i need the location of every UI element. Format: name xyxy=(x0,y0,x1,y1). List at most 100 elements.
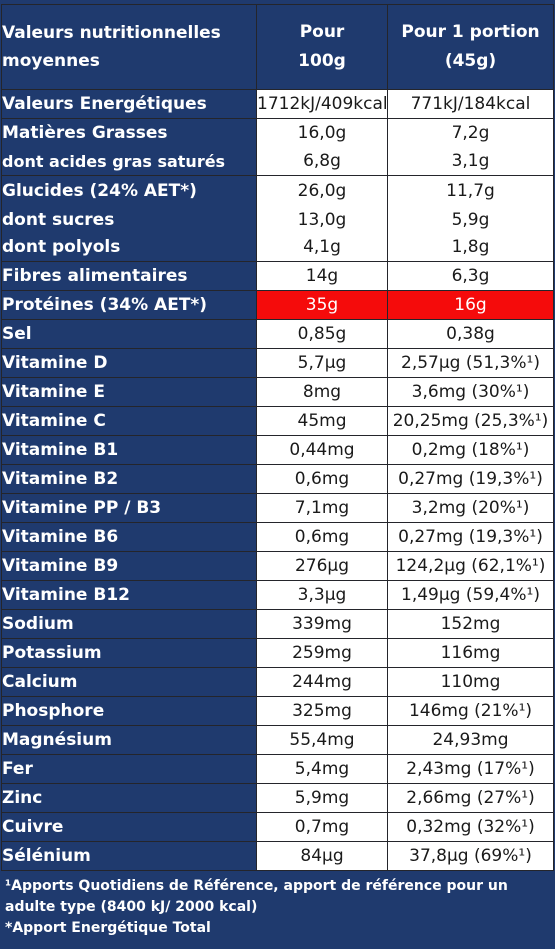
value-per-portion: 3,6mg (30%¹) xyxy=(387,377,554,407)
nutrient-label: Protéines (34% AET*) xyxy=(1,290,257,320)
value-per-portion: 0,27mg (19,3%¹) xyxy=(387,522,554,552)
value-per-portion: 7,2g xyxy=(387,118,554,148)
header-portion-line2: (45g) xyxy=(444,51,497,71)
table-row: Phosphore 325mg 146mg (21%¹) xyxy=(1,696,554,726)
value-per-portion: 146mg (21%¹) xyxy=(387,696,554,726)
table-row: Vitamine C 45mg 20,25mg (25,3%¹) xyxy=(1,406,554,436)
nutrient-label: Vitamine B1 xyxy=(1,435,257,465)
nutrient-label: Sel xyxy=(1,319,257,349)
table-row: Vitamine E 8mg 3,6mg (30%¹) xyxy=(1,377,554,407)
table-row: Vitamine D 5,7µg 2,57µg (51,3%¹) xyxy=(1,348,554,378)
nutrient-label: Vitamine D xyxy=(1,348,257,378)
table-row: Cuivre 0,7mg 0,32mg (32%¹) xyxy=(1,812,554,842)
value-per-100g: 84µg xyxy=(256,841,388,871)
table-row: Zinc 5,9mg 2,66mg (27%¹) xyxy=(1,783,554,813)
table-row: Sel 0,85g 0,38g xyxy=(1,319,554,349)
value-per-100g: 14g xyxy=(256,261,388,291)
value-per-portion: 1,49µg (59,4%¹) xyxy=(387,580,554,610)
nutrient-label: Phosphore xyxy=(1,696,257,726)
nutrient-label: Magnésium xyxy=(1,725,257,755)
value-per-portion: 2,57µg (51,3%¹) xyxy=(387,348,554,378)
table-header-row: Valeurs nutritionnelles moyennes Pour 10… xyxy=(1,4,554,90)
value-per-portion: 5,9g xyxy=(387,205,554,234)
nutrient-label: Matières Grasses xyxy=(1,118,257,148)
nutrient-label: Potassium xyxy=(1,638,257,668)
value-per-portion: 3,2mg (20%¹) xyxy=(387,493,554,523)
value-per-portion: 16g xyxy=(387,290,554,320)
header-per100-line1: Pour xyxy=(299,22,345,42)
value-per-100g: 276µg xyxy=(256,551,388,581)
nutrition-table: Valeurs nutritionnelles moyennes Pour 10… xyxy=(1,4,554,871)
table-row: Matières Grasses 16,0g 7,2g xyxy=(1,118,554,148)
value-per-100g: 16,0g xyxy=(256,118,388,148)
value-per-portion: 11,7g xyxy=(387,175,554,206)
table-row: dont polyols 4,1g 1,8g xyxy=(1,233,554,262)
value-per-100g: 3,3µg xyxy=(256,580,388,610)
value-per-100g: 244mg xyxy=(256,667,388,697)
nutrient-label: Glucides (24% AET*) xyxy=(1,175,257,206)
value-per-100g: 0,6mg xyxy=(256,464,388,494)
table-row: Protéines (34% AET*) 35g 16g xyxy=(1,290,554,320)
value-per-100g: 5,9mg xyxy=(256,783,388,813)
header-label-cell: Valeurs nutritionnelles moyennes xyxy=(1,4,257,90)
table-row: dont acides gras saturés 6,8g 3,1g xyxy=(1,147,554,176)
value-per-portion: 2,66mg (27%¹) xyxy=(387,783,554,813)
nutrient-label: Sodium xyxy=(1,609,257,639)
table-row: Vitamine B9 276µg 124,2µg (62,1%¹) xyxy=(1,551,554,581)
header-portion-line1: Pour 1 portion xyxy=(401,22,540,42)
value-per-100g: 7,1mg xyxy=(256,493,388,523)
value-per-100g: 13,0g xyxy=(256,205,388,234)
nutrient-label: Vitamine B12 xyxy=(1,580,257,610)
value-per-portion: 0,2mg (18%¹) xyxy=(387,435,554,465)
value-per-100g: 1712kJ/409kcal xyxy=(256,89,388,119)
table-row: Potassium 259mg 116mg xyxy=(1,638,554,668)
footnote-aet: *Apport Energétique Total xyxy=(5,920,211,936)
value-per-portion: 24,93mg xyxy=(387,725,554,755)
value-per-portion: 152mg xyxy=(387,609,554,639)
value-per-100g: 6,8g xyxy=(256,147,388,176)
table-row: Valeurs Energétiques 1712kJ/409kcal 771kJ/… xyxy=(1,89,554,119)
nutrient-label: Vitamine C xyxy=(1,406,257,436)
value-per-portion: 2,43mg (17%¹) xyxy=(387,754,554,784)
value-per-100g: 0,85g xyxy=(256,319,388,349)
value-per-100g: 45mg xyxy=(256,406,388,436)
value-per-portion: 124,2µg (62,1%¹) xyxy=(387,551,554,581)
value-per-100g: 339mg xyxy=(256,609,388,639)
table-row: Calcium 244mg 110mg xyxy=(1,667,554,697)
table-row: Vitamine B2 0,6mg 0,27mg (19,3%¹) xyxy=(1,464,554,494)
table-row: dont sucres 13,0g 5,9g xyxy=(1,205,554,234)
header-portion-cell: Pour 1 portion (45g) xyxy=(387,4,554,90)
nutrient-label: Fibres alimentaires xyxy=(1,261,257,291)
table-row: Fibres alimentaires 14g 6,3g xyxy=(1,261,554,291)
header-per100-cell: Pour 100g xyxy=(256,4,388,90)
header-label-line1: Valeurs nutritionnelles xyxy=(2,23,221,43)
value-per-portion: 1,8g xyxy=(387,233,554,262)
header-label-line2: moyennes xyxy=(2,51,100,71)
table-row: Vitamine B6 0,6mg 0,27mg (19,3%¹) xyxy=(1,522,554,552)
table-row: Vitamine B1 0,44mg 0,2mg (18%¹) xyxy=(1,435,554,465)
nutrient-label: dont acides gras saturés xyxy=(1,147,257,176)
value-per-portion: 110mg xyxy=(387,667,554,697)
nutrient-label: Fer xyxy=(1,754,257,784)
value-per-100g: 0,6mg xyxy=(256,522,388,552)
nutrient-label: Vitamine E xyxy=(1,377,257,407)
value-per-100g: 0,7mg xyxy=(256,812,388,842)
nutrient-label: Vitamine B9 xyxy=(1,551,257,581)
value-per-100g: 325mg xyxy=(256,696,388,726)
value-per-100g: 26,0g xyxy=(256,175,388,206)
nutrient-label: Vitamine B2 xyxy=(1,464,257,494)
table-row: Vitamine PP / B3 7,1mg 3,2mg (20%¹) xyxy=(1,493,554,523)
value-per-100g: 35g xyxy=(256,290,388,320)
value-per-portion: 6,3g xyxy=(387,261,554,291)
nutrient-label: Cuivre xyxy=(1,812,257,842)
nutrient-label: Calcium xyxy=(1,667,257,697)
value-per-portion: 37,8µg (69%¹) xyxy=(387,841,554,871)
value-per-portion: 20,25mg (25,3%¹) xyxy=(387,406,554,436)
value-per-100g: 5,4mg xyxy=(256,754,388,784)
table-row: Fer 5,4mg 2,43mg (17%¹) xyxy=(1,754,554,784)
value-per-portion: 0,32mg (32%¹) xyxy=(387,812,554,842)
value-per-100g: 0,44mg xyxy=(256,435,388,465)
nutrient-label: dont polyols xyxy=(1,233,257,262)
table-row: Magnésium 55,4mg 24,93mg xyxy=(1,725,554,755)
table-row: Vitamine B12 3,3µg 1,49µg (59,4%¹) xyxy=(1,580,554,610)
